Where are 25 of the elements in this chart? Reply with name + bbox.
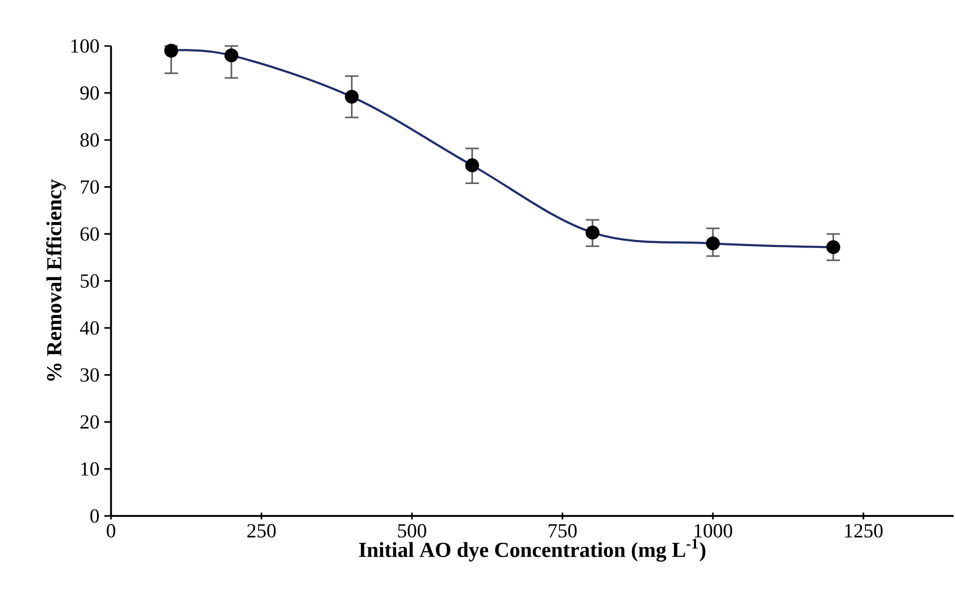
x-tick-label: 500: [398, 524, 426, 538]
y-tick-label: 100: [71, 39, 99, 53]
x-tick-label: 750: [548, 524, 577, 538]
y-tick-label: 80: [80, 133, 99, 147]
x-axis-title: Initial AO dye Concentration (mg L$^{-1}$): [359, 538, 706, 562]
point: [586, 226, 600, 240]
point: [344, 90, 359, 104]
point: [465, 158, 480, 172]
y-tick-label: 40: [80, 321, 99, 335]
x-tick-label: 1250: [845, 524, 883, 538]
x-tick-label: 0: [106, 524, 116, 538]
y-tick-label: 30: [80, 368, 99, 382]
point: [826, 240, 840, 254]
y-tick-label: 70: [80, 180, 99, 194]
point: [706, 236, 720, 250]
y-tick-label: 60: [80, 227, 99, 241]
y-tick-label: 90: [80, 86, 99, 100]
y-axis-title: % Removal Efficiency: [46, 179, 66, 381]
y-tick-label: 20: [80, 415, 99, 429]
y-tick-label: 50: [80, 274, 99, 288]
point: [164, 44, 178, 58]
y-tick-label: 10: [81, 462, 99, 476]
y-tick-label: 0: [90, 509, 99, 523]
x-tick-label: 250: [247, 524, 276, 538]
x-tick-label: 1000: [694, 524, 732, 538]
